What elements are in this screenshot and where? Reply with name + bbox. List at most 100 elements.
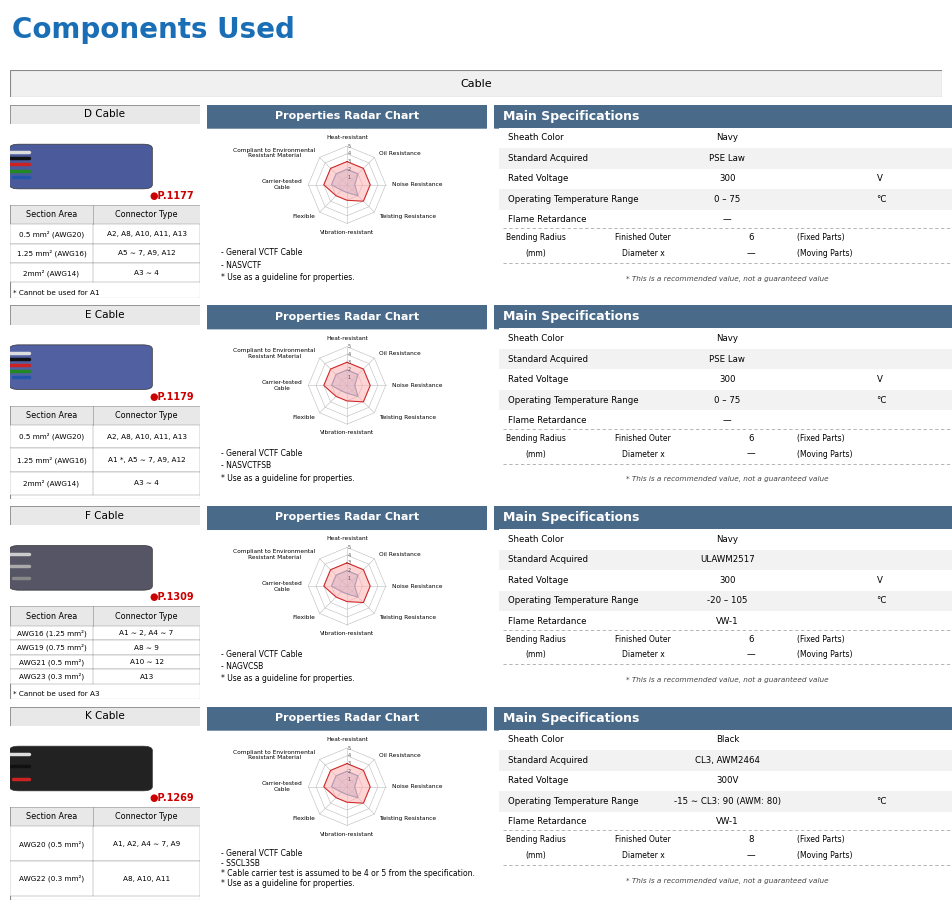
Text: ●P.1177: ●P.1177 <box>149 191 194 201</box>
Text: A13: A13 <box>140 674 153 680</box>
FancyBboxPatch shape <box>10 145 152 189</box>
Text: °C: °C <box>877 195 887 204</box>
Text: Operating Temperature Range: Operating Temperature Range <box>508 195 639 204</box>
Text: 1: 1 <box>347 375 351 380</box>
Text: Sheath Color: Sheath Color <box>508 134 564 143</box>
Text: —: — <box>746 249 755 258</box>
Text: Bending Radius: Bending Radius <box>506 435 566 443</box>
Text: Bending Radius: Bending Radius <box>506 234 566 243</box>
Text: Carrier-tested
Cable: Carrier-tested Cable <box>262 782 302 792</box>
Text: Sheath Color: Sheath Color <box>508 335 564 344</box>
Text: 1.25 mm² (AWG16): 1.25 mm² (AWG16) <box>16 456 87 464</box>
Bar <box>499 730 952 750</box>
Text: Noise Resistance: Noise Resistance <box>392 383 443 388</box>
Polygon shape <box>324 563 370 603</box>
Text: —: — <box>723 416 732 425</box>
Polygon shape <box>324 764 370 804</box>
Text: Connector Type: Connector Type <box>115 210 178 219</box>
Text: Diameter x: Diameter x <box>622 249 664 258</box>
Text: ●P.1309: ●P.1309 <box>149 593 194 603</box>
Bar <box>499 529 952 550</box>
Text: AWG23 (0.3 mm²): AWG23 (0.3 mm²) <box>19 673 84 680</box>
Text: - SSCL3SB: - SSCL3SB <box>222 859 260 868</box>
Text: Noise Resistance: Noise Resistance <box>392 784 443 789</box>
FancyBboxPatch shape <box>492 704 952 731</box>
Text: °C: °C <box>877 797 887 806</box>
Text: (Moving Parts): (Moving Parts) <box>797 650 853 659</box>
Text: V: V <box>877 175 883 184</box>
Bar <box>499 591 952 611</box>
Bar <box>499 328 952 349</box>
Text: Vibration-resistant: Vibration-resistant <box>320 631 374 636</box>
Text: 300: 300 <box>719 175 736 184</box>
Bar <box>499 369 952 390</box>
Text: °C: °C <box>877 395 887 405</box>
Text: Compliant to Environmental
Resistant Material: Compliant to Environmental Resistant Mat… <box>233 348 315 359</box>
Polygon shape <box>324 363 370 402</box>
Text: Sheath Color: Sheath Color <box>508 534 564 544</box>
Text: Compliant to Environmental
Resistant Material: Compliant to Environmental Resistant Mat… <box>233 147 315 158</box>
Text: 2mm² (AWG14): 2mm² (AWG14) <box>24 269 79 276</box>
Text: Diameter x: Diameter x <box>622 650 664 659</box>
Text: 5: 5 <box>347 745 351 751</box>
Text: °C: °C <box>877 596 887 605</box>
Text: (Fixed Parts): (Fixed Parts) <box>797 634 845 644</box>
Text: Connector Type: Connector Type <box>115 612 178 621</box>
FancyBboxPatch shape <box>206 503 488 530</box>
Text: 5: 5 <box>347 144 351 148</box>
Text: K Cable: K Cable <box>85 711 125 721</box>
Bar <box>10 505 200 525</box>
Bar <box>499 148 952 169</box>
Bar <box>499 189 952 210</box>
Text: Bending Radius: Bending Radius <box>506 835 566 844</box>
Text: Main Specifications: Main Specifications <box>504 511 640 524</box>
FancyBboxPatch shape <box>206 102 488 129</box>
Text: Properties Radar Chart: Properties Radar Chart <box>275 714 419 724</box>
Text: Connector Type: Connector Type <box>115 411 178 420</box>
Text: Oil Resistance: Oil Resistance <box>379 151 421 155</box>
Text: Flexible: Flexible <box>292 615 315 620</box>
Text: Vibration-resistant: Vibration-resistant <box>320 430 374 435</box>
FancyBboxPatch shape <box>489 103 952 300</box>
Bar <box>499 210 952 230</box>
Text: Section Area: Section Area <box>26 612 77 621</box>
Text: A1, A2, A4 ∼ 7, A9: A1, A2, A4 ∼ 7, A9 <box>113 841 180 847</box>
Text: Twisting Resistance: Twisting Resistance <box>379 415 436 420</box>
Text: 2: 2 <box>347 367 351 373</box>
Text: AWG19 (0.75 mm²): AWG19 (0.75 mm²) <box>16 644 87 651</box>
Text: Main Specifications: Main Specifications <box>504 712 640 724</box>
FancyBboxPatch shape <box>10 345 152 390</box>
Text: * Cannot be used for A1: * Cannot be used for A1 <box>13 290 100 296</box>
Text: Flame Retardance: Flame Retardance <box>508 215 586 225</box>
Text: A10 ∼ 12: A10 ∼ 12 <box>129 659 164 665</box>
Text: A2, A8, A10, A11, A13: A2, A8, A10, A11, A13 <box>107 231 187 237</box>
Bar <box>10 826 200 861</box>
FancyBboxPatch shape <box>492 102 952 129</box>
Text: 8: 8 <box>748 835 753 844</box>
Text: 1: 1 <box>347 175 351 180</box>
Text: A3 ∼ 4: A3 ∼ 4 <box>134 270 159 275</box>
Text: 5: 5 <box>347 345 351 349</box>
Text: Flexible: Flexible <box>292 415 315 420</box>
Bar <box>10 606 200 625</box>
Text: 2: 2 <box>347 568 351 574</box>
Text: 6: 6 <box>748 634 753 644</box>
Bar <box>499 791 952 812</box>
Text: AWG20 (0.5 mm²): AWG20 (0.5 mm²) <box>19 840 84 847</box>
Text: Heat-resistant: Heat-resistant <box>327 335 367 341</box>
Text: * This is a recommended value, not a guaranteed value: * This is a recommended value, not a gua… <box>626 275 828 282</box>
Text: Properties Radar Chart: Properties Radar Chart <box>275 111 419 121</box>
Bar <box>10 448 200 472</box>
Text: 2: 2 <box>347 167 351 172</box>
Text: Oil Resistance: Oil Resistance <box>379 351 421 356</box>
Text: (mm): (mm) <box>526 851 546 860</box>
Bar <box>10 305 200 325</box>
Text: V: V <box>877 575 883 584</box>
Text: - NAGVCSB: - NAGVCSB <box>222 662 264 671</box>
Bar <box>10 807 200 826</box>
Text: Flame Retardance: Flame Retardance <box>508 617 586 625</box>
Polygon shape <box>331 571 358 597</box>
Bar <box>10 425 200 448</box>
Text: 3: 3 <box>347 761 351 766</box>
Text: 5: 5 <box>347 544 351 550</box>
